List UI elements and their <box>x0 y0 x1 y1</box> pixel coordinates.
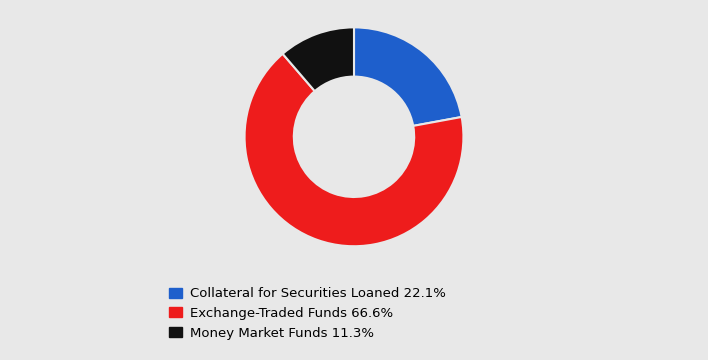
Wedge shape <box>282 27 354 91</box>
Legend: Collateral for Securities Loaned 22.1%, Exchange-Traded Funds 66.6%, Money Marke: Collateral for Securities Loaned 22.1%, … <box>162 281 452 346</box>
Wedge shape <box>354 27 462 126</box>
Wedge shape <box>244 54 464 246</box>
